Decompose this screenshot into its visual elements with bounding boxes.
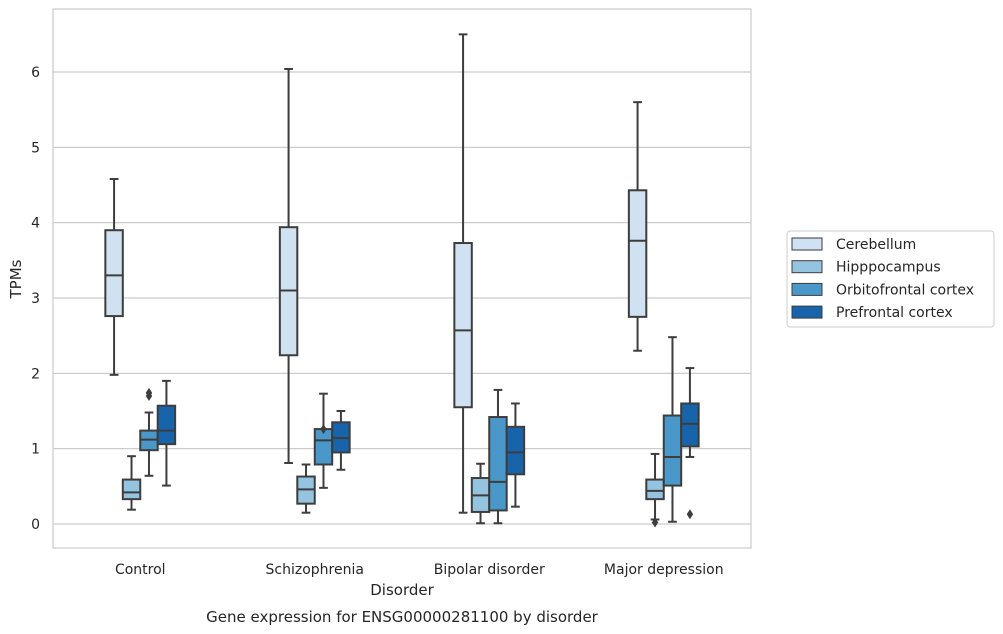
box-3-1	[645, 452, 665, 528]
box-2-0	[453, 33, 473, 514]
box-iqr	[662, 414, 683, 487]
x-axis-label: Disorder	[370, 581, 434, 599]
x-tick-label-0: Control	[115, 562, 166, 578]
outlier-0	[651, 517, 659, 528]
box-iqr	[156, 404, 177, 446]
legend-swatch-3	[791, 305, 823, 319]
outlier-0	[686, 509, 694, 520]
plot-frame	[52, 8, 752, 549]
box-0-3	[156, 379, 177, 487]
outlier-0	[320, 424, 327, 435]
box-iqr	[680, 402, 700, 448]
box-iqr	[313, 428, 334, 466]
y-tick-label-3: 3	[31, 291, 40, 307]
box-0-1	[121, 455, 142, 511]
box-groups	[104, 33, 700, 528]
x-tick-label-3: Major depression	[604, 562, 724, 578]
legend-swatch-0	[791, 237, 823, 251]
y-tick-label-2: 2	[31, 366, 40, 382]
box-iqr	[121, 478, 142, 501]
box-2-3	[505, 402, 526, 508]
box-1-1	[296, 463, 316, 514]
x-axis-ticks: Control Schizophrenia Bipolar disorder Majo…	[115, 562, 724, 578]
box-iqr	[488, 416, 508, 512]
y-axis-ticks: 0 1 2 3 4 5 6	[31, 65, 40, 533]
box-iqr	[627, 189, 648, 318]
legend-label-3: Prefrontal cortex	[836, 305, 953, 321]
box-iqr	[505, 425, 526, 476]
legend-swatch-1	[791, 260, 823, 274]
legend-frame	[786, 230, 995, 328]
y-tick-label-4: 4	[31, 216, 40, 232]
box-iqr	[645, 478, 665, 501]
box-1-0	[278, 68, 299, 464]
y-tick-label-1: 1	[31, 442, 40, 458]
box-0-2	[139, 387, 159, 477]
legend: Cerebellum Hipppocampus Orbitofrontal cort…	[786, 230, 995, 328]
box-iqr	[104, 229, 124, 318]
y-axis-label: TPMs	[7, 259, 25, 299]
y-tick-label-0: 0	[31, 517, 40, 533]
y-tick-label-5: 5	[31, 140, 40, 156]
x-tick-label-2: Bipolar disorder	[434, 562, 545, 578]
box-iqr	[453, 242, 473, 409]
box-2-1	[470, 462, 491, 525]
legend-swatch-2	[791, 282, 823, 296]
grid	[53, 71, 751, 525]
box-3-2	[662, 336, 683, 523]
legend-label-2: Orbitofrontal cortex	[836, 282, 974, 298]
box-1-3	[331, 410, 351, 471]
y-tick-label-6: 6	[31, 65, 40, 81]
legend-label-0: Cerebellum	[836, 237, 916, 253]
x-tick-label-1: Schizophrenia	[266, 562, 364, 578]
legend-label-1: Hipppocampus	[836, 260, 941, 276]
chart-caption: Gene expression for ENSG00000281100 by d…	[206, 608, 599, 626]
box-3-0	[627, 101, 648, 352]
box-1-2	[313, 392, 334, 489]
outlier-1	[145, 387, 153, 398]
box-0-0	[104, 177, 124, 376]
box-3-3	[680, 367, 700, 520]
